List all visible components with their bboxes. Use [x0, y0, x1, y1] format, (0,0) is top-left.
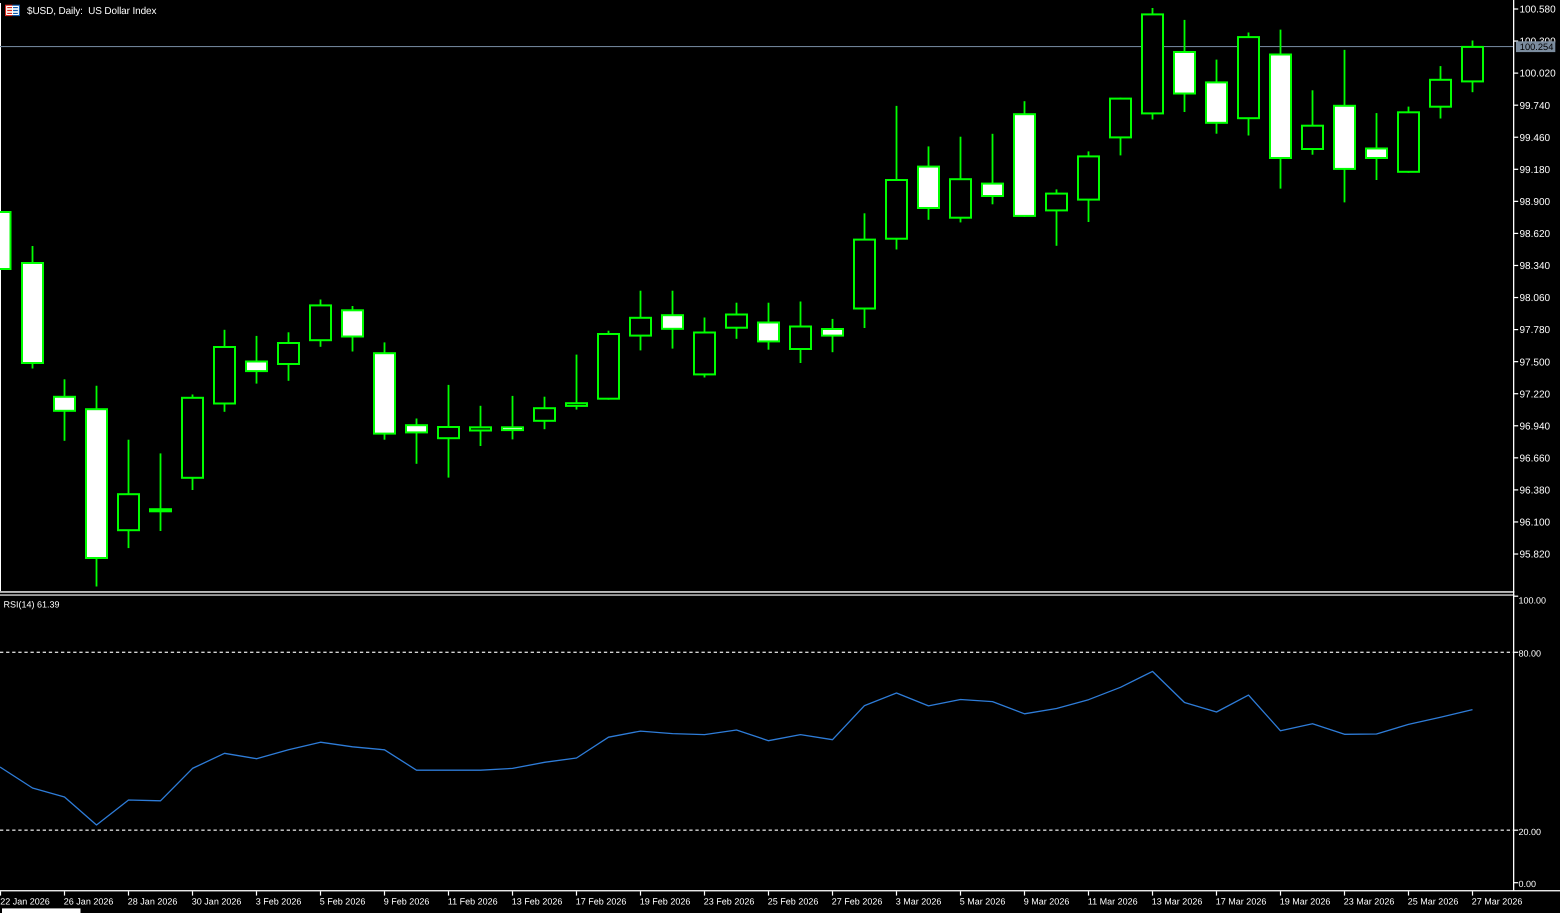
- svg-text:100.00: 100.00: [1519, 596, 1547, 606]
- svg-text:RSI(14) 61.39: RSI(14) 61.39: [4, 600, 60, 610]
- svg-text:96.940: 96.940: [1520, 421, 1551, 432]
- svg-text:23 Feb 2026: 23 Feb 2026: [704, 897, 755, 907]
- svg-text:11 Mar 2026: 11 Mar 2026: [1088, 897, 1138, 907]
- svg-text:97.500: 97.500: [1520, 357, 1551, 368]
- svg-text:95.820: 95.820: [1520, 550, 1551, 561]
- svg-text:19 Mar 2026: 19 Mar 2026: [1280, 897, 1331, 907]
- svg-text:20.00: 20.00: [1519, 827, 1542, 837]
- svg-text:80.00: 80.00: [1519, 649, 1542, 659]
- svg-text:26 Jan 2026: 26 Jan 2026: [64, 897, 114, 907]
- svg-text:17 Mar 2026: 17 Mar 2026: [1216, 897, 1267, 907]
- svg-text:$USD, Daily: US Dollar Index: $USD, Daily: US Dollar Index: [27, 6, 156, 17]
- svg-text:99.740: 99.740: [1520, 101, 1551, 112]
- svg-text:100.254: 100.254: [1520, 42, 1554, 52]
- svg-text:28 Jan 2026: 28 Jan 2026: [128, 897, 178, 907]
- svg-text:98.900: 98.900: [1520, 197, 1551, 208]
- svg-text:27 Feb 2026: 27 Feb 2026: [832, 897, 883, 907]
- svg-text:25 Feb 2026: 25 Feb 2026: [768, 897, 819, 907]
- svg-text:0.00: 0.00: [1519, 879, 1537, 889]
- svg-text:98.340: 98.340: [1520, 261, 1551, 272]
- svg-text:17 Feb 2026: 17 Feb 2026: [576, 897, 627, 907]
- svg-text:5 Feb 2026: 5 Feb 2026: [320, 897, 366, 907]
- svg-text:9 Mar 2026: 9 Mar 2026: [1024, 897, 1070, 907]
- svg-text:96.380: 96.380: [1520, 486, 1551, 497]
- svg-text:30 Jan 2026: 30 Jan 2026: [192, 897, 242, 907]
- svg-text:9 Feb 2026: 9 Feb 2026: [384, 897, 430, 907]
- svg-text:11 Feb 2026: 11 Feb 2026: [448, 897, 498, 907]
- svg-text:98.620: 98.620: [1520, 229, 1551, 240]
- svg-text:13 Mar 2026: 13 Mar 2026: [1152, 897, 1203, 907]
- svg-text:13 Feb 2026: 13 Feb 2026: [512, 897, 563, 907]
- svg-text:19 Feb 2026: 19 Feb 2026: [640, 897, 691, 907]
- svg-text:97.220: 97.220: [1520, 389, 1551, 400]
- svg-text:100.020: 100.020: [1520, 69, 1557, 80]
- svg-text:98.060: 98.060: [1520, 293, 1551, 304]
- svg-text:99.460: 99.460: [1520, 133, 1551, 144]
- svg-text:22 Jan 2026: 22 Jan 2026: [0, 897, 50, 907]
- svg-text:99.180: 99.180: [1520, 165, 1551, 176]
- svg-text:3 Mar 2026: 3 Mar 2026: [896, 897, 942, 907]
- svg-text:97.780: 97.780: [1520, 325, 1551, 336]
- svg-text:27 Mar 2026: 27 Mar 2026: [1472, 897, 1523, 907]
- svg-text:5 Mar 2026: 5 Mar 2026: [960, 897, 1006, 907]
- svg-text:100.580: 100.580: [1520, 5, 1557, 16]
- svg-text:96.660: 96.660: [1520, 453, 1551, 464]
- svg-text:25 Mar 2026: 25 Mar 2026: [1408, 897, 1459, 907]
- svg-text:96.100: 96.100: [1520, 518, 1551, 529]
- svg-text:3 Feb 2026: 3 Feb 2026: [256, 897, 302, 907]
- svg-text:23 Mar 2026: 23 Mar 2026: [1344, 897, 1395, 907]
